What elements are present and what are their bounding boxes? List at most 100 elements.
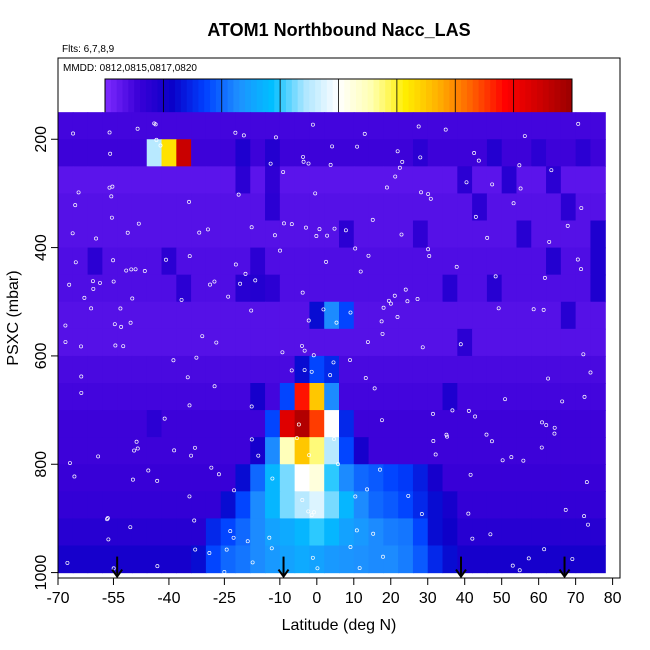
heatmap-cell bbox=[531, 464, 547, 492]
sample-point bbox=[214, 340, 219, 345]
heatmap-cell bbox=[546, 247, 562, 276]
sample-point bbox=[249, 404, 254, 409]
heatmap-cell bbox=[368, 491, 384, 520]
heatmap-cell bbox=[590, 328, 606, 357]
sample-point bbox=[158, 143, 163, 148]
sample-point bbox=[281, 170, 286, 174]
sample-point bbox=[500, 458, 505, 463]
heatmap-cell bbox=[501, 166, 518, 195]
sample-point bbox=[91, 286, 96, 291]
heatmap-cell bbox=[531, 491, 547, 520]
sample-point bbox=[575, 257, 580, 262]
heatmap-cell bbox=[486, 464, 503, 492]
heatmap-cell bbox=[72, 491, 89, 520]
heatmap-cell bbox=[235, 112, 251, 140]
heatmap-cell bbox=[486, 139, 503, 167]
heatmap-cell bbox=[398, 355, 414, 384]
heatmap-cell bbox=[117, 301, 133, 330]
heatmap-cell bbox=[575, 464, 592, 492]
heatmap-cell bbox=[294, 491, 311, 520]
sample-point bbox=[496, 306, 501, 311]
sample-point bbox=[552, 425, 557, 430]
heatmap-cell bbox=[531, 301, 547, 330]
heatmap-cell bbox=[250, 518, 266, 547]
sample-point bbox=[72, 474, 77, 479]
ground-arrow-head bbox=[558, 569, 571, 579]
heatmap-cell bbox=[339, 301, 355, 330]
heatmap-cell bbox=[546, 437, 562, 465]
sample-point bbox=[96, 454, 101, 459]
heatmap-cell bbox=[560, 491, 577, 520]
y-tick-label: 1000 bbox=[33, 555, 50, 591]
heatmap-cell bbox=[265, 247, 281, 276]
sample-point bbox=[473, 414, 478, 419]
heatmap-cell bbox=[412, 193, 429, 222]
heatmap-cell bbox=[265, 491, 281, 520]
heatmap-cell bbox=[102, 220, 118, 249]
heatmap-cell bbox=[442, 518, 458, 547]
sample-point bbox=[493, 274, 498, 279]
heatmap-cell bbox=[309, 301, 325, 330]
heatmap-cell bbox=[427, 545, 444, 574]
sample-point bbox=[542, 275, 547, 280]
heatmap-cell bbox=[516, 220, 532, 249]
heatmap-cell bbox=[398, 328, 414, 357]
heatmap-cell bbox=[161, 193, 177, 222]
colorbar-swatch bbox=[145, 79, 153, 119]
heatmap-cell bbox=[560, 328, 577, 357]
heatmap-cell bbox=[72, 464, 89, 492]
heatmap-cell bbox=[427, 301, 444, 330]
colorbar-swatch bbox=[291, 79, 299, 119]
sample-point bbox=[132, 448, 137, 453]
heatmap-cell bbox=[590, 545, 606, 574]
heatmap-cell bbox=[102, 518, 118, 547]
sample-point bbox=[194, 355, 199, 360]
sample-point bbox=[105, 517, 109, 522]
sample-point bbox=[306, 161, 311, 166]
heatmap-cell bbox=[501, 355, 518, 384]
heatmap-cell bbox=[575, 166, 592, 195]
sample-point bbox=[415, 297, 420, 301]
heatmap-cell bbox=[516, 166, 532, 195]
heatmap-cell bbox=[472, 545, 488, 574]
heatmap-cell bbox=[472, 274, 488, 303]
heatmap-cell bbox=[442, 247, 458, 276]
sample-point bbox=[105, 516, 110, 521]
heatmap-cell bbox=[368, 437, 384, 465]
heatmap-cell bbox=[501, 518, 518, 547]
colorbar-swatch bbox=[443, 79, 450, 119]
heatmap-cell bbox=[309, 328, 325, 357]
sample-point bbox=[428, 196, 433, 201]
heatmap-cell bbox=[146, 112, 163, 140]
heatmap-cell bbox=[531, 518, 547, 547]
heatmap-cell bbox=[87, 301, 103, 330]
sample-point bbox=[511, 201, 516, 206]
heatmap-cell bbox=[383, 410, 399, 438]
colorbar-swatch bbox=[262, 79, 269, 119]
sample-point bbox=[330, 144, 335, 149]
colorbar-swatch bbox=[215, 79, 223, 119]
heatmap-cell bbox=[398, 437, 414, 465]
heatmap-cell bbox=[220, 274, 237, 303]
heatmap-cell bbox=[457, 383, 473, 411]
heatmap-cell bbox=[146, 383, 163, 411]
sample-point bbox=[268, 161, 273, 166]
colorbar-swatch bbox=[536, 79, 544, 119]
heatmap-cell bbox=[442, 112, 458, 140]
x-tick-label: -10 bbox=[268, 590, 291, 607]
sample-point bbox=[250, 560, 255, 565]
heatmap-cell bbox=[279, 355, 296, 384]
heatmap-cell bbox=[486, 437, 503, 465]
heatmap-cell bbox=[442, 545, 458, 574]
sample-point bbox=[584, 480, 589, 485]
heatmap-cell bbox=[265, 328, 281, 357]
colorbar-swatch bbox=[245, 79, 252, 119]
heatmap-cell bbox=[87, 518, 103, 547]
heatmap-cell bbox=[472, 166, 488, 195]
heatmap-cell bbox=[457, 464, 473, 492]
heatmap-cell bbox=[220, 355, 237, 384]
heatmap-cell bbox=[176, 328, 192, 357]
heatmap-cell bbox=[472, 383, 488, 411]
heatmap-cell bbox=[501, 247, 518, 276]
heatmap-cell bbox=[339, 274, 355, 303]
